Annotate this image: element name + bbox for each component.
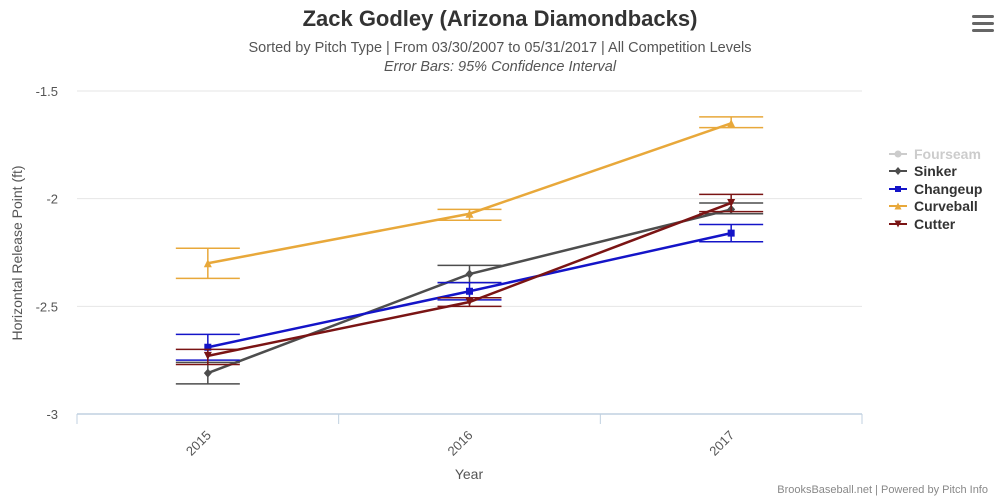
data-point[interactable]	[727, 119, 736, 128]
legend-item-fourseam[interactable]: Fourseam	[888, 145, 982, 163]
legend-item-changeup[interactable]: Changeup	[888, 180, 982, 198]
series-layer	[175, 116, 764, 385]
data-point[interactable]	[727, 229, 735, 237]
credits[interactable]: BrooksBaseball.net | Powered by Pitch In…	[777, 484, 988, 496]
y-axis-label: Horizontal Release Point (ft)	[9, 165, 25, 340]
series-changeup	[175, 223, 764, 361]
circle-marker-icon	[889, 150, 907, 158]
y-tick-label: -2	[46, 192, 58, 207]
x-axis-label: Year	[455, 466, 484, 482]
legend-label: Fourseam	[914, 145, 981, 162]
legend-label: Curveball	[914, 198, 978, 215]
x-tick-label: 2015	[183, 428, 214, 459]
series-line	[207, 122, 732, 265]
legend: Fourseam Sinker Changeup Curveball Cutter	[888, 145, 982, 233]
data-point[interactable]	[465, 209, 474, 218]
data-point[interactable]	[203, 368, 212, 378]
series-cutter	[175, 193, 764, 366]
x-tick-label: 2016	[445, 428, 476, 459]
legend-item-sinker[interactable]: Sinker	[888, 163, 982, 181]
y-tick-label: -3	[46, 407, 58, 422]
chart-caption: Error Bars: 95% Confidence Interval	[383, 59, 617, 75]
x-tick-label: 2017	[706, 428, 737, 459]
axes: -1.5 -2 -2.5 -3 2015 2016 2017	[36, 84, 863, 459]
triangle-down-marker-icon	[889, 220, 907, 228]
legend-label: Cutter	[914, 215, 956, 232]
data-point[interactable]	[203, 259, 212, 268]
series-curveball	[175, 116, 764, 280]
data-point[interactable]	[204, 343, 212, 351]
data-point[interactable]	[466, 287, 473, 295]
chart-subtitle: Sorted by Pitch Type | From 03/30/2007 t…	[248, 40, 752, 56]
data-point[interactable]	[727, 198, 736, 207]
data-point[interactable]	[465, 269, 474, 279]
legend-item-cutter[interactable]: Cutter	[888, 215, 982, 233]
legend-label: Sinker	[914, 163, 957, 180]
chart-title: Zack Godley (Arizona Diamondbacks)	[302, 6, 698, 31]
hamburger-menu-icon[interactable]	[972, 15, 994, 33]
triangle-marker-icon	[889, 202, 907, 210]
data-point[interactable]	[465, 298, 474, 307]
legend-label: Changeup	[914, 180, 983, 197]
y-tick-label: -2.5	[36, 299, 58, 314]
y-tick-label: -1.5	[36, 84, 58, 99]
diamond-marker-icon	[889, 167, 907, 176]
legend-item-curveball[interactable]: Curveball	[888, 198, 982, 216]
data-point[interactable]	[203, 351, 212, 360]
square-marker-icon	[889, 185, 907, 192]
